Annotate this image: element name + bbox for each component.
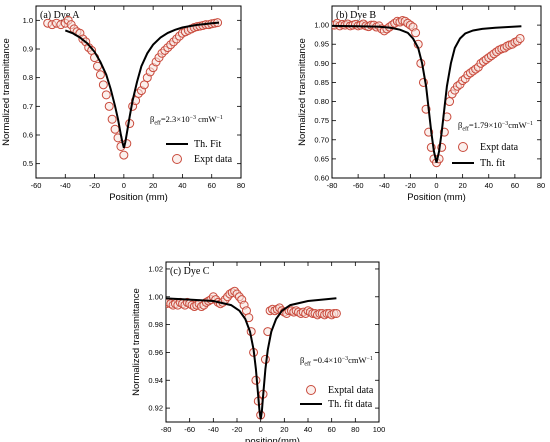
data-point [95, 70, 105, 80]
x-tick-label: 60 [327, 425, 335, 434]
plot-frame [35, 5, 242, 179]
x-axis-label: Position (mm) [109, 192, 168, 203]
legend-marker-swatch [458, 142, 468, 152]
data-point [107, 114, 117, 124]
x-tick-label: 0 [434, 181, 438, 190]
y-tick-label: 0.94 [148, 376, 163, 385]
x-tick-label: -80 [327, 181, 338, 190]
y-tick-label: 0.96 [148, 348, 163, 357]
x-tick-label: 20 [149, 181, 157, 190]
x-tick-label: 0 [122, 181, 126, 190]
y-axis-label: Normalized transmittance [131, 288, 142, 396]
x-tick-label: 80 [537, 181, 545, 190]
fit-curve [64, 21, 220, 149]
data-point [515, 33, 525, 43]
legend-label: Th. Fit [194, 139, 221, 150]
x-tick-label: -20 [405, 181, 416, 190]
legend: Exptal data Th. fit data [300, 385, 374, 410]
y-tick-label: 0.75 [314, 116, 329, 125]
y-tick-label: 0.7 [23, 102, 33, 111]
x-tick-label: 0 [259, 425, 263, 434]
x-tick-label: 80 [237, 181, 245, 190]
beta-annotation: βeff=1.79×10−3cmW−1 [458, 120, 533, 133]
y-tick-label: 0.70 [314, 135, 329, 144]
data-point [411, 28, 421, 38]
plot-area [166, 286, 341, 420]
x-tick-label: -60 [353, 181, 364, 190]
legend-label: Expt data [480, 142, 519, 153]
y-tick-label: 1.02 [148, 264, 163, 273]
panel-label: (c) Dye C [170, 266, 210, 277]
y-tick-label: 0.60 [314, 174, 329, 183]
legend-marker-swatch [306, 385, 316, 395]
y-tick-label: 1.00 [314, 21, 329, 30]
x-axis-label: Position (mm) [407, 192, 466, 203]
y-tick-label: 0.95 [314, 40, 329, 49]
y-tick-label: 0.6 [23, 131, 33, 140]
y-tick-label: 0.98 [148, 320, 163, 329]
y-tick-label: 0.5 [23, 159, 33, 168]
x-tick-label: 80 [351, 425, 359, 434]
y-tick-label: 1.00 [148, 292, 163, 301]
chart-panel-1: -60 -40 -20 0 20 40 60 80 0.5 0.6 0.7 0.8 0.9 1.0 Posi… [1, 5, 245, 203]
y-tick-label: 0.85 [314, 78, 329, 87]
chart-panel-2: -80 -60 -40 -20 0 20 40 60 80 0.60 0.65 0.70 0.75 0.8… [297, 5, 545, 203]
chart-panel-3: -80 -60 -40 -20 0 20 40 60 80 100 0.92 0.94 0.96 0.98… [131, 261, 386, 442]
y-tick-label: 0.8 [23, 73, 33, 82]
legend: Th. Fit Expt data [166, 139, 233, 165]
plot-area [43, 15, 223, 160]
plot-area [332, 16, 525, 168]
panel-label: (a) Dye A [40, 10, 80, 21]
y-tick-label: 0.65 [314, 154, 329, 163]
y-tick-label: 0.90 [314, 59, 329, 68]
data-point [445, 97, 455, 107]
legend-label: Exptal data [328, 385, 374, 396]
y-tick-label: 0.92 [148, 404, 163, 413]
x-tick-label: 40 [304, 425, 312, 434]
data-point [98, 80, 108, 90]
beta-annotation: βeff=2.3×10−3 cmW−1 [150, 114, 223, 127]
x-axis-label: position(mm) [245, 436, 300, 442]
beta-annotation: βeff =0.4×10−3cmW−1 [300, 355, 373, 368]
x-tick-label: -40 [379, 181, 390, 190]
fit-curve [332, 24, 522, 163]
y-tick-label: 1.0 [23, 16, 33, 25]
x-tick-label: -40 [60, 181, 71, 190]
x-tick-label: 40 [178, 181, 186, 190]
data-point [104, 101, 114, 111]
x-tick-label: -20 [89, 181, 100, 190]
x-tick-label: -60 [31, 181, 42, 190]
y-tick-label: 0.9 [23, 45, 33, 54]
fit-curve [166, 297, 337, 420]
y-axis-label: Normalized transmittance [1, 38, 12, 146]
x-tick-label: 100 [373, 425, 386, 434]
y-axis-label: Normalized transmittance [297, 38, 308, 146]
plot-frame [165, 261, 380, 423]
x-tick-label: -80 [161, 425, 172, 434]
legend: Expt data Th. fit [452, 142, 519, 169]
legend-label: Th. fit data [328, 399, 373, 410]
legend-label: Expt data [194, 154, 233, 165]
data-point [110, 124, 120, 134]
x-tick-label: 60 [511, 181, 519, 190]
x-tick-label: 60 [208, 181, 216, 190]
x-tick-label: -20 [232, 425, 243, 434]
legend-marker-swatch [172, 154, 182, 164]
data-point [119, 150, 129, 160]
data-point [101, 90, 111, 100]
x-tick-label: -60 [184, 425, 195, 434]
legend-label: Th. fit [480, 158, 505, 169]
y-tick-label: 0.80 [314, 97, 329, 106]
x-tick-label: 20 [280, 425, 288, 434]
x-tick-label: -40 [208, 425, 219, 434]
x-tick-label: 20 [458, 181, 466, 190]
x-tick-label: 40 [485, 181, 493, 190]
data-point [331, 308, 341, 318]
panel-label: (b) Dye B [336, 10, 376, 21]
